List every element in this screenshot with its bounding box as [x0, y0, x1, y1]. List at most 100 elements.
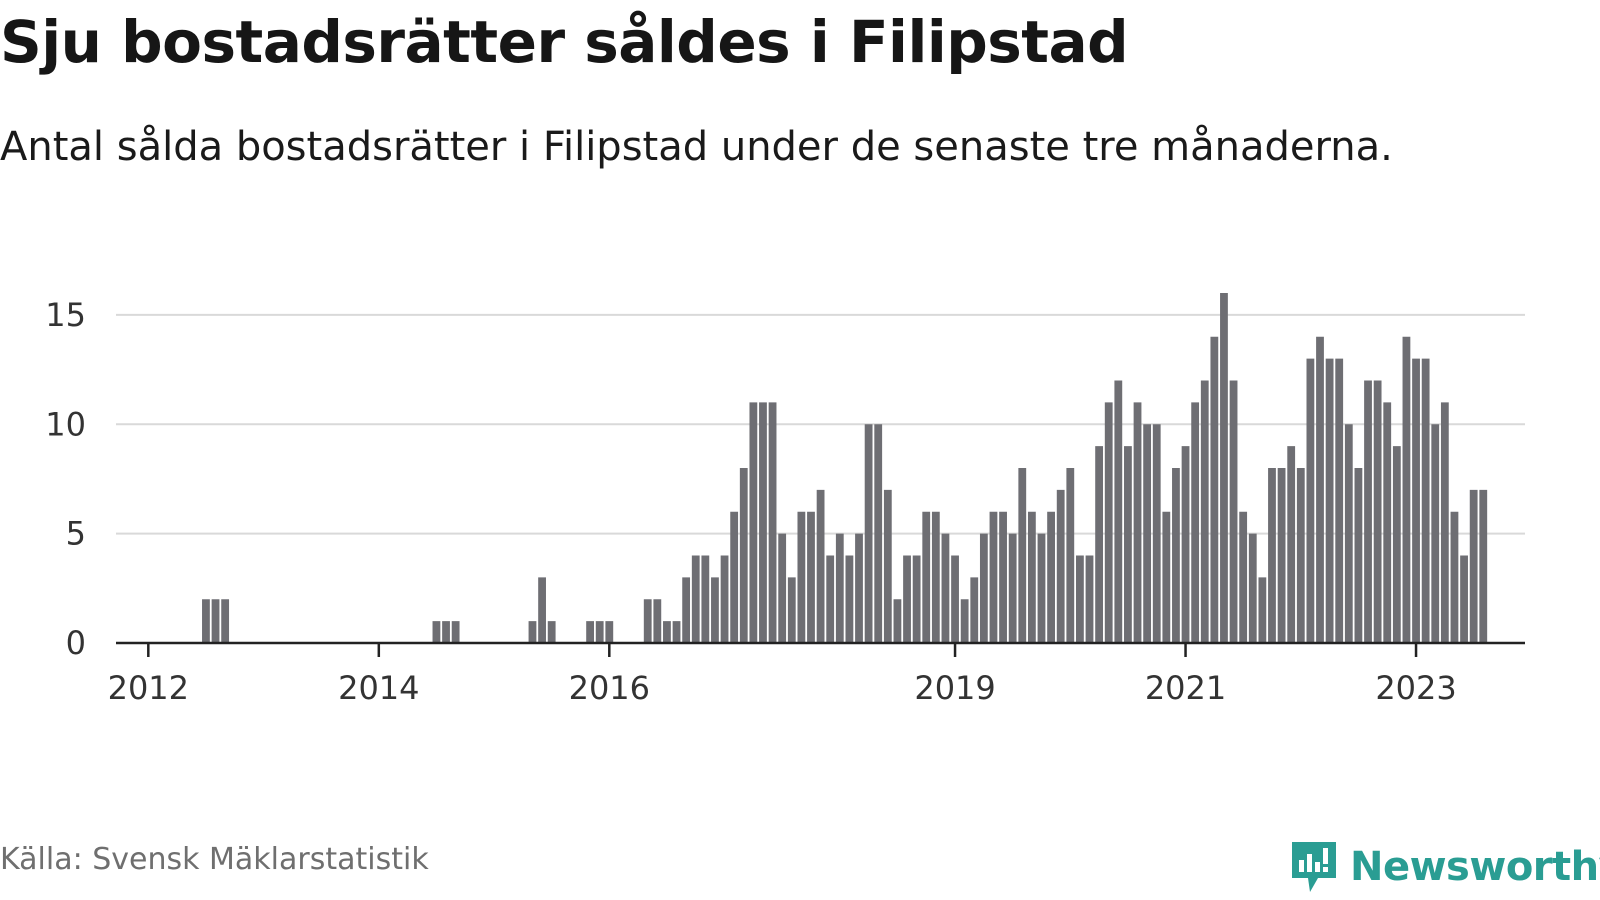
- bar: [672, 621, 681, 643]
- bar: [989, 511, 998, 643]
- x-tick-label: 2012: [108, 669, 189, 707]
- bar: [970, 577, 979, 643]
- bar: [1421, 358, 1430, 643]
- bar: [1114, 380, 1123, 643]
- bar: [1200, 380, 1209, 643]
- bar: [691, 555, 700, 643]
- y-tick-label: 5: [66, 515, 86, 553]
- bar: [1354, 468, 1363, 643]
- bar: [595, 621, 604, 643]
- bar: [1027, 511, 1036, 643]
- bar: [931, 511, 940, 643]
- brand-name: Newsworthy: [1350, 844, 1600, 890]
- bar: [1133, 402, 1142, 643]
- chart-subtitle: Antal sålda bostadsrätter i Filipstad un…: [0, 124, 1393, 170]
- bar: [1172, 468, 1180, 643]
- bar: [1344, 424, 1353, 643]
- bar: [749, 402, 758, 643]
- bar: [835, 533, 844, 643]
- bar: [1085, 555, 1094, 643]
- bar: [912, 555, 921, 643]
- x-tick-label: 2023: [1375, 669, 1456, 707]
- bar: [759, 402, 767, 643]
- bar: [1316, 336, 1324, 643]
- bar: [1383, 402, 1392, 643]
- bar: [1450, 511, 1459, 643]
- bar: [739, 468, 748, 643]
- bar: [1335, 358, 1344, 643]
- bar: [1191, 402, 1200, 643]
- bar: [221, 599, 230, 643]
- bar: [1181, 446, 1190, 643]
- bar: [1066, 468, 1075, 643]
- bar: [1277, 468, 1286, 643]
- bar: [1306, 358, 1315, 643]
- bar: [432, 621, 441, 643]
- bar-chart: 0 5 10 15 2012 2014 2016 2019 2021 2023 7: [45, 0, 1542, 707]
- bar: [586, 621, 594, 643]
- bar: [547, 621, 556, 643]
- bar: [1095, 446, 1104, 643]
- bar: [663, 621, 671, 643]
- bar: [874, 424, 883, 643]
- x-tick-label: 2016: [569, 669, 650, 707]
- bar: [1268, 468, 1276, 643]
- bar: [1258, 577, 1267, 643]
- bar: [845, 555, 854, 643]
- bar: [1162, 511, 1171, 643]
- bar: [1392, 446, 1401, 643]
- bar: [1431, 424, 1440, 643]
- bar: [1325, 358, 1334, 643]
- bar: [643, 599, 652, 643]
- bar: [826, 555, 835, 643]
- bar: [653, 599, 662, 643]
- bar: [682, 577, 691, 643]
- x-tick-label: 2019: [914, 669, 995, 707]
- y-tick-label: 15: [45, 296, 86, 334]
- bar: [211, 599, 220, 643]
- bar: [1440, 402, 1449, 643]
- bar: [701, 555, 710, 643]
- bar: [1056, 489, 1065, 643]
- bar: [538, 577, 546, 643]
- chart-title: Sju bostadsrätter såldes i Filipstad: [0, 8, 1129, 76]
- bar: [960, 599, 969, 643]
- bar: [1037, 533, 1046, 643]
- bar: [1402, 336, 1411, 643]
- bar: [1412, 358, 1420, 643]
- bar: [1460, 555, 1468, 643]
- newsworthy-logo[interactable]: Newsworthy: [1288, 838, 1600, 896]
- bar: [922, 511, 931, 643]
- bar: [787, 577, 796, 643]
- x-tick-label: 2014: [338, 669, 419, 707]
- y-tick-label: 10: [45, 405, 86, 443]
- y-tick-label: 0: [66, 624, 86, 662]
- x-tick-label: 2021: [1145, 669, 1226, 707]
- bar: [1469, 489, 1478, 643]
- bar: [979, 533, 988, 643]
- bar: [1152, 424, 1161, 643]
- bar: [797, 511, 806, 643]
- bar: [1364, 380, 1372, 643]
- source-note: Källa: Svensk Mäklarstatistik: [0, 842, 429, 877]
- bar: [1239, 511, 1248, 643]
- bar: [855, 533, 863, 643]
- bar: [768, 402, 777, 643]
- bar: [1287, 446, 1296, 643]
- bar: [893, 599, 902, 643]
- bar: [778, 533, 787, 643]
- bar: [883, 489, 892, 643]
- bar: [711, 577, 719, 643]
- bar: [941, 533, 950, 643]
- bar: [730, 511, 739, 643]
- bar: [816, 489, 825, 643]
- bar: [1104, 402, 1113, 643]
- bar: [451, 621, 460, 643]
- bar: [1008, 533, 1017, 643]
- bar: [1047, 511, 1055, 643]
- bar: [1124, 446, 1132, 643]
- bar: [807, 511, 815, 643]
- bar: [1229, 380, 1238, 643]
- bar: [1018, 468, 1027, 643]
- bar: [202, 599, 210, 643]
